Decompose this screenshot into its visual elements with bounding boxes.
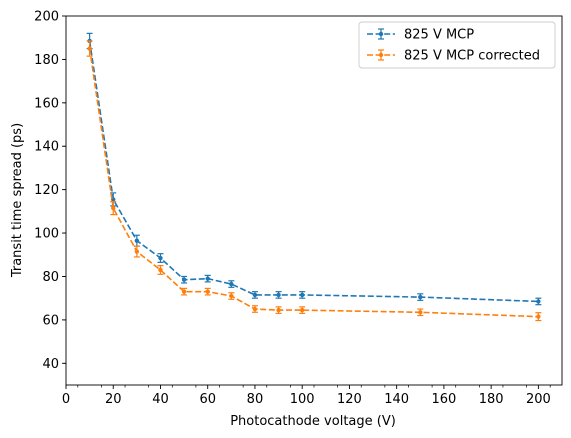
y-tick-label: 160 — [34, 96, 59, 111]
data-point — [87, 46, 92, 51]
series-line — [88, 40, 539, 303]
x-tick-label: 80 — [247, 392, 264, 407]
y-tick-label: 60 — [42, 313, 59, 328]
y-tick-label: 200 — [34, 10, 59, 25]
data-point — [418, 310, 423, 315]
x-tick-label: 180 — [479, 392, 504, 407]
x-tick-label: 200 — [526, 392, 551, 407]
data-point — [134, 249, 140, 254]
y-tick-label: 100 — [34, 227, 59, 242]
legend-marker — [378, 31, 384, 37]
data-point — [205, 289, 210, 294]
x-tick-label: 160 — [431, 392, 456, 407]
data-point — [229, 281, 234, 287]
x-tick-label: 100 — [290, 392, 315, 407]
x-tick-label: 60 — [199, 392, 216, 407]
x-tick-label: 140 — [384, 392, 409, 407]
data-point — [276, 307, 281, 313]
legend-label: 825 V MCP corrected — [404, 49, 540, 64]
axes-frame — [65, 15, 563, 386]
data-point — [181, 277, 187, 282]
data-point — [252, 306, 258, 312]
x-tick-label: 0 — [62, 392, 70, 407]
y-axis-label: Transit time spread (ps) — [10, 123, 25, 278]
y-tick-label: 40 — [42, 357, 59, 372]
data-point — [111, 205, 116, 211]
data-point — [299, 292, 305, 298]
data-point — [536, 299, 541, 304]
legend: 825 V MCP 825 V MCP corrected — [358, 21, 556, 69]
y-tick-label: 140 — [34, 140, 59, 155]
data-point — [276, 292, 281, 298]
legend-box — [358, 21, 556, 69]
x-tick-label: 120 — [337, 392, 362, 407]
data-point — [158, 267, 163, 273]
data-point — [229, 293, 234, 299]
legend-label: 825 V MCP — [404, 28, 474, 43]
data-point — [418, 294, 423, 300]
x-tick-label: 20 — [105, 392, 122, 407]
data-point — [205, 276, 210, 281]
data-point — [158, 255, 163, 261]
x-tick-label: 40 — [152, 392, 169, 407]
y-tick-label: 120 — [34, 183, 59, 198]
data-point — [299, 307, 305, 313]
legend-marker — [378, 52, 384, 58]
axes: 0 20 40 60 80 100 120 140 160 180 200 40 60 80 100 120 1… — [34, 10, 563, 407]
data-point — [536, 314, 541, 319]
data-point — [252, 292, 258, 298]
legend-entry-0: 825 V MCP — [367, 28, 474, 43]
data-point — [134, 238, 140, 243]
legend-entry-1: 825 V MCP corrected — [367, 49, 540, 64]
series-1 — [86, 40, 542, 322]
plot-area — [86, 32, 542, 322]
series-0 — [86, 32, 542, 306]
y-tick-label: 80 — [42, 270, 59, 285]
data-point — [181, 289, 187, 294]
y-tick-label: 180 — [34, 53, 59, 68]
x-axis-label: Photocathode voltage (V) — [230, 414, 396, 429]
series-line — [88, 48, 539, 318]
